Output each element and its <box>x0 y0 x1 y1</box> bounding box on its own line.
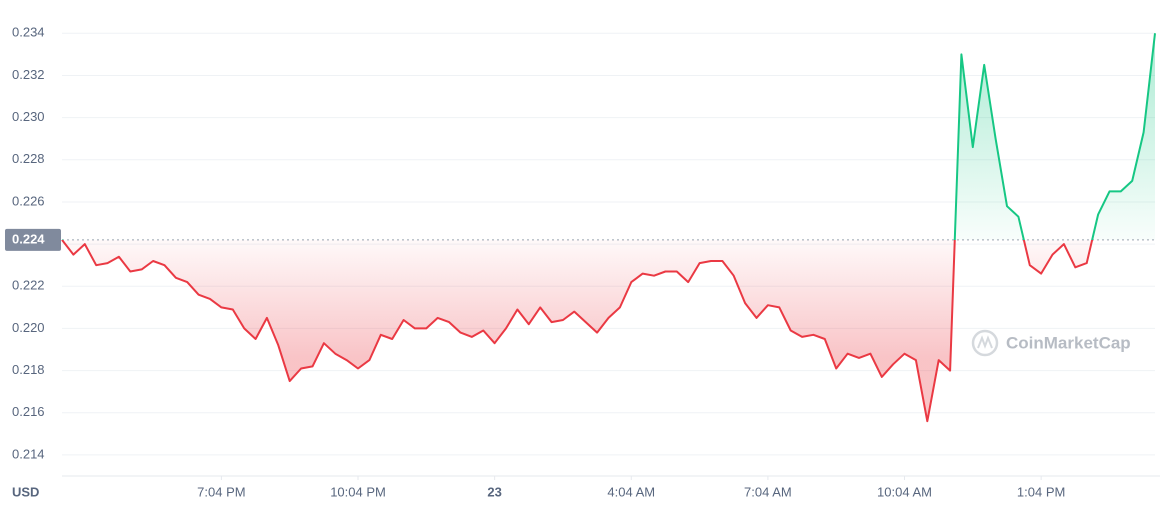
y-tick-label: 0.220 <box>12 320 45 335</box>
area <box>62 33 1155 422</box>
x-tick-label: 10:04 PM <box>330 484 386 499</box>
currency-label: USD <box>12 484 39 499</box>
y-tick-label: 0.228 <box>12 151 45 166</box>
label-layer: 0.214 0.216 0.218 0.220 0.222 0.224 0.226 0.228… <box>5 25 1065 499</box>
reference-label: 0.224 <box>12 231 45 246</box>
watermark: CoinMarketCap <box>1006 333 1131 352</box>
y-tick-label: 0.216 <box>12 404 45 419</box>
y-tick-label: 0.214 <box>12 446 45 461</box>
x-tick-label: 23 <box>487 484 501 499</box>
reference-label-box <box>5 228 61 251</box>
y-tick-label: 0.234 <box>12 25 45 40</box>
y-tick-label: 0.222 <box>12 278 45 293</box>
price-line <box>61 33 1156 423</box>
y-tick-label: 0.226 <box>12 193 45 208</box>
watermark-logo <box>971 329 999 357</box>
x-tick-label: 7:04 AM <box>744 484 792 499</box>
x-tick-label: 4:04 AM <box>607 484 655 499</box>
y-tick-label: 0.232 <box>12 67 45 82</box>
y-tick-label: 0.230 <box>12 109 45 124</box>
x-tick-label: 10:04 AM <box>877 484 932 499</box>
x-tick-label: 1:04 PM <box>1017 484 1065 499</box>
plot-layer <box>61 33 1156 423</box>
x-tick-label: 7:04 PM <box>197 484 245 499</box>
y-tick-label: 0.218 <box>12 362 45 377</box>
